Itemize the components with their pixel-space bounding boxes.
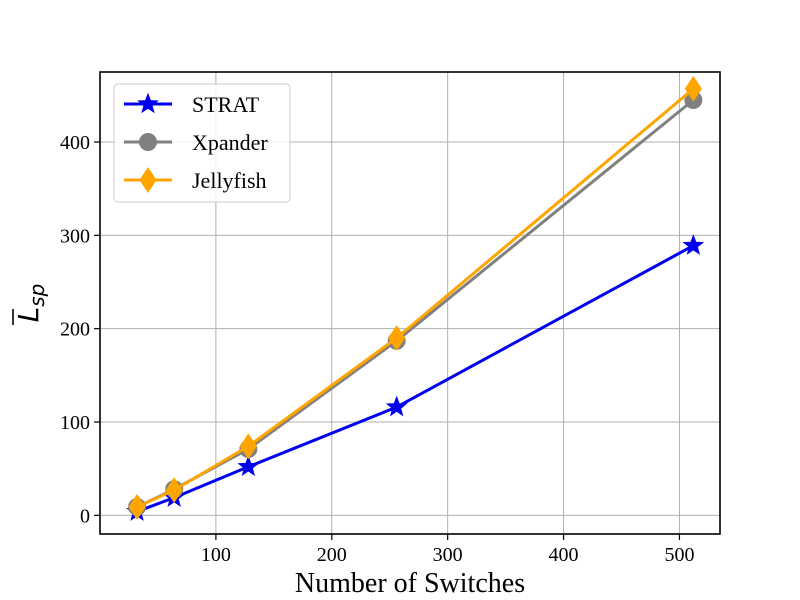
y-axis-label: Lsp — [12, 284, 49, 325]
data-point-jellyfish — [239, 433, 257, 460]
legend-marker — [139, 167, 157, 193]
x-tick-label: 300 — [433, 544, 463, 566]
x-tick-label: 400 — [549, 544, 579, 566]
data-point-strat — [682, 234, 705, 255]
legend-label: Jellyfish — [192, 168, 267, 193]
series-layer — [126, 75, 705, 521]
plot-frame — [99, 71, 721, 535]
y-tick-label: 100 — [60, 412, 90, 434]
y-tick-label: 200 — [60, 319, 90, 341]
data-point-strat — [385, 395, 408, 417]
data-point-jellyfish — [165, 477, 183, 504]
legend-entry-jellyfish: Jellyfish — [124, 167, 267, 193]
y-tick-label: 0 — [80, 505, 90, 527]
data-point-jellyfish — [128, 494, 146, 520]
legend-label: Xpander — [192, 130, 268, 155]
legend-label: STRAT — [192, 92, 260, 117]
series-jellyfish — [128, 75, 702, 520]
legend-entry-xpander: Xpander — [124, 130, 268, 155]
x-axis-label: Number of Switches — [295, 568, 525, 599]
y-tick-label: 300 — [60, 225, 90, 247]
legend-marker — [139, 133, 157, 151]
y-axis-label-main: L — [12, 307, 45, 323]
y-axis-label-group: Lsp — [12, 284, 49, 325]
x-tick-label: 500 — [664, 544, 694, 566]
x-tick-label: 200 — [317, 544, 347, 566]
y-axis-label-sub: sp — [25, 284, 49, 307]
grid-lines — [100, 72, 720, 534]
legend: STRAT Xpander Jellyfish — [113, 83, 291, 203]
legend-box — [113, 83, 291, 203]
y-axis-ticks: 0 100 200 300 400 — [60, 132, 100, 527]
x-axis-ticks: 100 200 300 400 500 — [201, 534, 694, 566]
data-point-strat — [237, 455, 260, 477]
y-axis-label-text: Lsp — [12, 284, 49, 323]
data-point-jellyfish — [684, 75, 702, 102]
y-tick-label: 400 — [60, 132, 90, 154]
legend-marker — [137, 92, 159, 114]
x-tick-label: 100 — [201, 544, 231, 566]
legend-entry-strat: STRAT — [124, 92, 260, 117]
data-point-jellyfish — [388, 325, 406, 351]
